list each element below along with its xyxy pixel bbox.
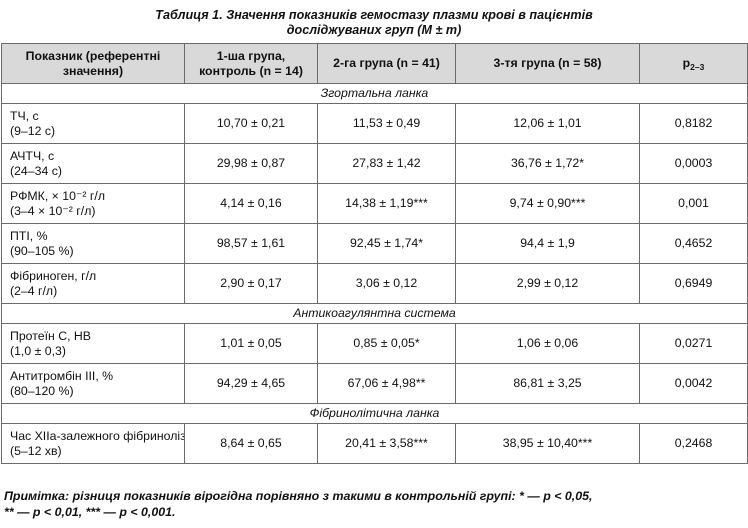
p-value: 0,6949 <box>639 263 748 304</box>
header-p-value: p2–3 <box>639 43 748 84</box>
header-group2: 2-га група (n = 41) <box>317 43 456 84</box>
header-group3: 3-тя група (n = 58) <box>455 43 640 84</box>
indicator-name: ТЧ, с <box>10 108 39 123</box>
header-indicator: Показник (референтні значення) <box>1 43 185 84</box>
header-p-subscript: 2–3 <box>690 62 705 72</box>
table-row: Протеїн С, НВ (1,0 ± 0,3) 1,01 ± 0,05 0,85 … <box>1 323 748 364</box>
indicator-cell: Антитромбін ІІІ, % (80–120 %) <box>1 363 185 404</box>
group1-value: 2,90 ± 0,17 <box>184 263 318 304</box>
table-row: Час ХІІа-залежного фібринолізу, хв(5–12 … <box>1 423 748 464</box>
group2-value: 3,06 ± 0,12 <box>317 263 456 304</box>
table-row: Фібриноген, г/л (2–4 г/л) 2,90 ± 0,17 3,06 … <box>1 263 748 304</box>
p-value: 0,0003 <box>639 143 748 184</box>
indicator-reference: (90–105 %) <box>10 243 74 258</box>
group3-value: 12,06 ± 1,01 <box>455 103 640 144</box>
table-row: РФМК, × 10⁻² г/л (3–4 × 10⁻² г/л) 4,14 ± 0… <box>1 183 748 224</box>
section-row: Антикоагулянтна система <box>1 303 748 324</box>
group3-value: 1,06 ± 0,06 <box>455 323 640 364</box>
group1-value: 29,98 ± 0,87 <box>184 143 318 184</box>
indicator-reference: (24–34 с) <box>10 163 62 178</box>
group1-value: 4,14 ± 0,16 <box>184 183 318 224</box>
group1-value: 94,29 ± 4,65 <box>184 363 318 404</box>
indicator-reference: (80–120 %) <box>10 383 74 398</box>
group1-value: 98,57 ± 1,61 <box>184 223 318 264</box>
group2-value: 27,83 ± 1,42 <box>317 143 456 184</box>
section-title: Фібринолітична ланка <box>1 403 748 424</box>
hemostasis-table: Показник (референтні значення) 1-ша груп… <box>1 43 748 464</box>
p-value: 0,4652 <box>639 223 748 264</box>
table-caption-line2: досліджуваних груп (M ± m) <box>286 23 462 37</box>
table-note-line2: ** — р < 0,01, *** — р < 0,001. <box>4 505 176 519</box>
group1-value: 8,64 ± 0,65 <box>184 423 318 464</box>
table-caption-line1: Таблиця 1. Значення показників гемостазу… <box>155 8 593 22</box>
indicator-name: Фібриноген, г/л <box>10 268 97 283</box>
group2-value: 14,38 ± 1,19*** <box>317 183 456 224</box>
indicator-cell: ТЧ, с (9–12 с) <box>1 103 185 144</box>
indicator-reference: (1,0 ± 0,3) <box>10 343 66 358</box>
group3-value: 9,74 ± 0,90*** <box>455 183 640 224</box>
p-value: 0,001 <box>639 183 748 224</box>
indicator-name: РФМК, × 10⁻² г/л <box>10 188 106 203</box>
table-body: Згортальна ланка ТЧ, с (9–12 с) 10,70 ± 0,2… <box>1 83 748 464</box>
indicator-cell: Протеїн С, НВ (1,0 ± 0,3) <box>1 323 185 364</box>
indicator-cell: ПТІ, % (90–105 %) <box>1 223 185 264</box>
indicator-reference: (2–4 г/л) <box>10 283 58 298</box>
group2-value: 0,85 ± 0,05* <box>317 323 456 364</box>
p-value: 0,0042 <box>639 363 748 404</box>
table-header-row: Показник (референтні значення) 1-ша груп… <box>1 43 748 84</box>
p-value: 0,8182 <box>639 103 748 144</box>
header-group1: 1-ша група, контроль (n = 14) <box>184 43 318 84</box>
table-row: ТЧ, с (9–12 с) 10,70 ± 0,21 11,53 ± 0,49 12,… <box>1 103 748 144</box>
group3-value: 94,4 ± 1,9 <box>455 223 640 264</box>
group2-value: 20,41 ± 3,58*** <box>317 423 456 464</box>
indicator-cell: Фібриноген, г/л (2–4 г/л) <box>1 263 185 304</box>
table-row: ПТІ, % (90–105 %) 98,57 ± 1,61 92,45 ± 1,74… <box>1 223 748 264</box>
section-row: Згортальна ланка <box>1 83 748 104</box>
group2-value: 92,45 ± 1,74* <box>317 223 456 264</box>
header-p-label: p <box>682 56 691 70</box>
indicator-cell: АЧТЧ, с (24–34 с) <box>1 143 185 184</box>
group3-value: 2,99 ± 0,12 <box>455 263 640 304</box>
indicator-name: ПТІ, % <box>10 228 48 243</box>
group3-value: 86,81 ± 3,25 <box>455 363 640 404</box>
table-note: Примітка: різниця показників вірогідна п… <box>4 488 744 520</box>
group1-value: 1,01 ± 0,05 <box>184 323 318 364</box>
indicator-cell: Час ХІІа-залежного фібринолізу, хв(5–12 … <box>1 423 185 464</box>
section-title: Антикоагулянтна система <box>1 303 748 324</box>
group2-value: 11,53 ± 0,49 <box>317 103 456 144</box>
table-row: АЧТЧ, с (24–34 с) 29,98 ± 0,87 27,83 ± 1,42… <box>1 143 748 184</box>
p-value: 0,0271 <box>639 323 748 364</box>
group2-value: 67,06 ± 4,98** <box>317 363 456 404</box>
indicator-reference: (3–4 × 10⁻² г/л) <box>10 203 96 218</box>
table-caption: Таблиця 1. Значення показників гемостазу… <box>0 8 748 38</box>
p-value: 0,2468 <box>639 423 748 464</box>
section-row: Фібринолітична ланка <box>1 403 748 424</box>
indicator-reference: (5–12 хв) <box>10 443 62 458</box>
table-row: Антитромбін ІІІ, % (80–120 %) 94,29 ± 4,65… <box>1 363 748 404</box>
indicator-name: Час ХІІа-залежного фібринолізу, хв <box>10 428 184 443</box>
group3-value: 38,95 ± 10,40*** <box>455 423 640 464</box>
indicator-reference: (9–12 с) <box>10 123 56 138</box>
group1-value: 10,70 ± 0,21 <box>184 103 318 144</box>
indicator-name: Протеїн С, НВ <box>10 328 91 343</box>
indicator-cell: РФМК, × 10⁻² г/л (3–4 × 10⁻² г/л) <box>1 183 185 224</box>
table-note-line1: Примітка: різниця показників вірогідна п… <box>4 489 593 503</box>
indicator-name: Антитромбін ІІІ, % <box>10 368 114 383</box>
group3-value: 36,76 ± 1,72* <box>455 143 640 184</box>
section-title: Згортальна ланка <box>1 83 748 104</box>
indicator-name: АЧТЧ, с <box>10 148 55 163</box>
